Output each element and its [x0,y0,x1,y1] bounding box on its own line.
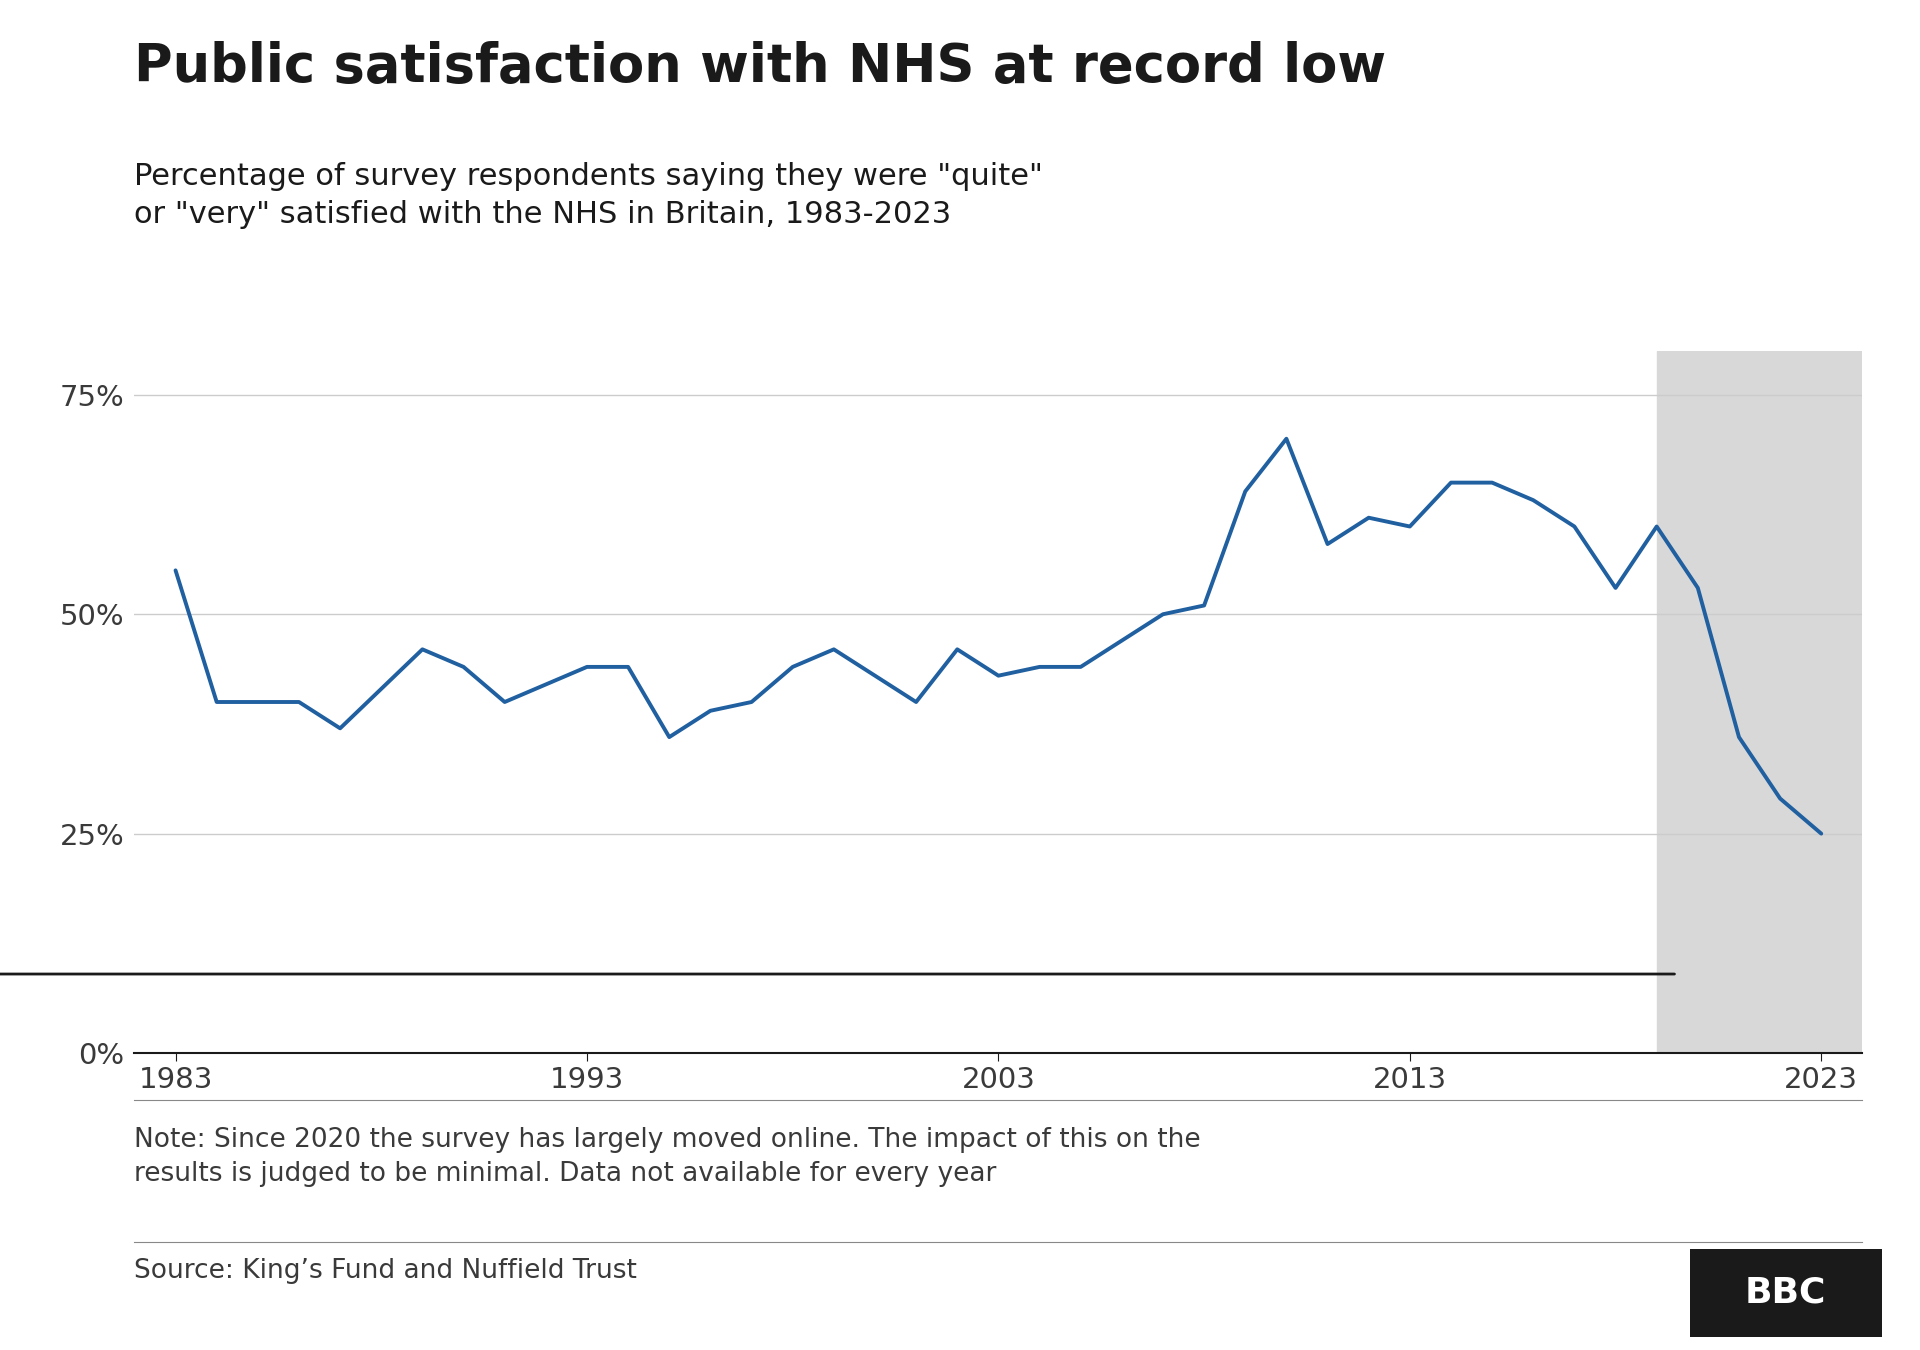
Text: Note: Since 2020 the survey has largely moved online. The impact of this on the
: Note: Since 2020 the survey has largely … [134,1127,1202,1187]
Text: Percentage of survey respondents saying they were "quite"
or "very" satisfied wi: Percentage of survey respondents saying … [134,162,1043,230]
Text: BBC: BBC [1745,1276,1826,1310]
Bar [1657,351,1862,1053]
Text: Public satisfaction with NHS at record low: Public satisfaction with NHS at record l… [134,40,1386,93]
Text: Source: King’s Fund and Nuffield Trust: Source: King’s Fund and Nuffield Trust [134,1258,637,1284]
